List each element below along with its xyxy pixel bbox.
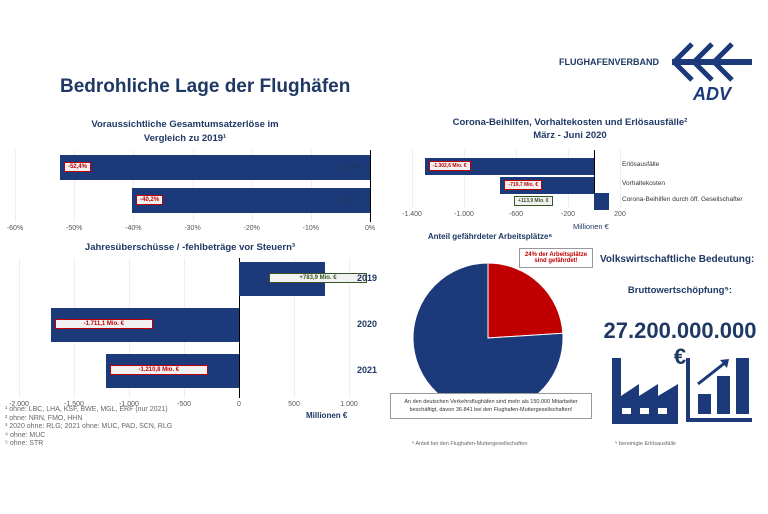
gridline	[133, 150, 135, 222]
category-label: 2019	[357, 273, 378, 283]
category-label: 2020	[357, 319, 378, 329]
footnotes: ¹ ohne: LBC, LHA, KSF, BWE, MGL, ERF (nu…	[5, 406, 172, 449]
pie-note: An den deutschen Verkehrsflughäfen sind …	[390, 393, 592, 419]
x-tick-label: -20%	[243, 225, 260, 232]
page-title: Bedrohliche Lage der Flughäfen	[60, 76, 351, 97]
x-tick-label: 0%	[364, 225, 376, 232]
economic-heading: Volkswirtschaftliche Bedeutung:	[600, 254, 755, 265]
growth-chart-icon	[686, 358, 752, 422]
gridline	[412, 150, 413, 208]
x-tick-label: 1.000	[340, 401, 358, 408]
x-tick-label: -30%	[184, 225, 201, 232]
x-tick-label: -1.400	[402, 211, 422, 218]
bar	[132, 188, 370, 213]
zero-axis	[594, 150, 595, 208]
pie-slice	[487, 262, 564, 339]
footnote: ¹ ohne: LBC, LHA, KSF, BWE, MGL, ERF (nu…	[5, 406, 168, 413]
chart3-title: Corona-Beihilfen, Vorhaltekosten und Erl…	[452, 117, 688, 128]
gridline	[19, 258, 20, 398]
x-tick-label: -1.500	[64, 401, 84, 408]
x-tick-label: -1.000	[119, 401, 139, 408]
factory-icon	[612, 358, 678, 424]
chart2: -2.000 -1.500 -1.000 -500 0 500 1.000 +783,9 Mi…	[0, 258, 384, 418]
x-tick-label: 0	[237, 401, 241, 408]
x-tick-label: 500	[288, 401, 300, 408]
org-name: FLUGHAFENVERBAND	[559, 57, 659, 67]
gridline	[620, 150, 621, 208]
gridline	[192, 150, 194, 222]
x-tick-label: -1.000	[454, 211, 474, 218]
category-label: 2021	[357, 365, 378, 375]
chart3-xlabel: Millionen €	[573, 222, 609, 231]
right-footnote: ⁵ bereinigte Erlösausfälle	[615, 441, 676, 447]
footnote: ⁵ ohne: STR	[5, 440, 44, 447]
category-label: Erlösausfälle	[622, 160, 660, 168]
gva-value: 27.200.000.000 €	[603, 318, 757, 369]
data-label: -1.210,8 Mio. €	[109, 365, 208, 375]
x-tick-label: -10%	[302, 225, 319, 232]
pie-callout: 24% der Arbeitsplätze sind gefährdet!	[519, 248, 593, 268]
chart2-title: Jahresüberschüsse / -fehlbeträge vor Ste…	[84, 242, 296, 253]
x-tick-label: -500	[176, 401, 192, 408]
data-label: -1.711,1 Mio. €	[54, 319, 153, 329]
gridline	[74, 150, 76, 222]
category-label: Corona-Beihilfen durch öff. Gesellschaft…	[622, 195, 743, 203]
gridline	[349, 258, 350, 398]
gridline	[294, 258, 295, 398]
gridline	[251, 150, 253, 222]
bar	[59, 155, 370, 180]
x-tick-label: -200	[560, 211, 576, 218]
x-tick-label: -60%	[6, 225, 24, 232]
x-tick-label: -50%	[65, 225, 83, 232]
pie-footnote: ⁶ Anteil bei den Flughafen-Muttergesells…	[412, 441, 528, 447]
chart3: -1.400 -1.000 -600 -200 200 -1.302,6 Mio. € Er…	[384, 150, 768, 225]
category-label: 2021	[340, 194, 361, 205]
zero-axis	[370, 150, 371, 222]
data-label: -52,4%	[63, 161, 91, 172]
footnote: ³ 2020 ohne: RLG; 2021 ohne: MUC, PAD, S…	[5, 423, 173, 430]
chart3-subtitle: März - Juni 2020	[533, 130, 607, 141]
x-tick-label: -40%	[125, 225, 142, 232]
gva-label: Bruttowertschöpfung⁵:	[627, 285, 733, 296]
gridline	[464, 150, 465, 208]
footnote: ⁴ ohne: MUC	[5, 431, 46, 439]
category-label: 2020	[340, 161, 361, 172]
pie-slice	[412, 262, 564, 414]
chart2-xlabel: Millionen €	[306, 411, 348, 420]
zero-axis	[239, 258, 240, 398]
category-label: Vorhaltekosten	[622, 179, 666, 187]
x-tick-label: -600	[508, 211, 524, 218]
svg-text:ADV: ADV	[692, 84, 733, 104]
data-label: -1.302,6 Mio. €	[428, 160, 471, 171]
gridline	[15, 150, 16, 222]
data-label: -40,2%	[136, 194, 164, 205]
bar	[594, 193, 609, 210]
data-label: +113,9 Mio. €	[514, 195, 553, 206]
gridline	[310, 150, 312, 222]
data-label: +783,9 Mio. €	[269, 273, 367, 283]
pie-chart	[412, 262, 564, 414]
chart1: -60% -50% -40% -30% -20% -10% 0% -52,4% 2020 -40,…	[0, 150, 384, 240]
adv-logo: ADV	[672, 42, 752, 104]
footnote: ² ohne: NRN, FMO, HHN	[5, 414, 83, 422]
data-label: -719,7 Mio. €	[504, 179, 543, 190]
pie-title: Anteil gefährdeter Arbeitsplätze⁶	[427, 232, 553, 241]
chart1-title: Voraussichtliche Gesamtumsatzerlöse im V…	[91, 119, 279, 144]
x-tick-label: 200	[614, 211, 626, 218]
x-tick-label: -2.000	[9, 401, 29, 408]
